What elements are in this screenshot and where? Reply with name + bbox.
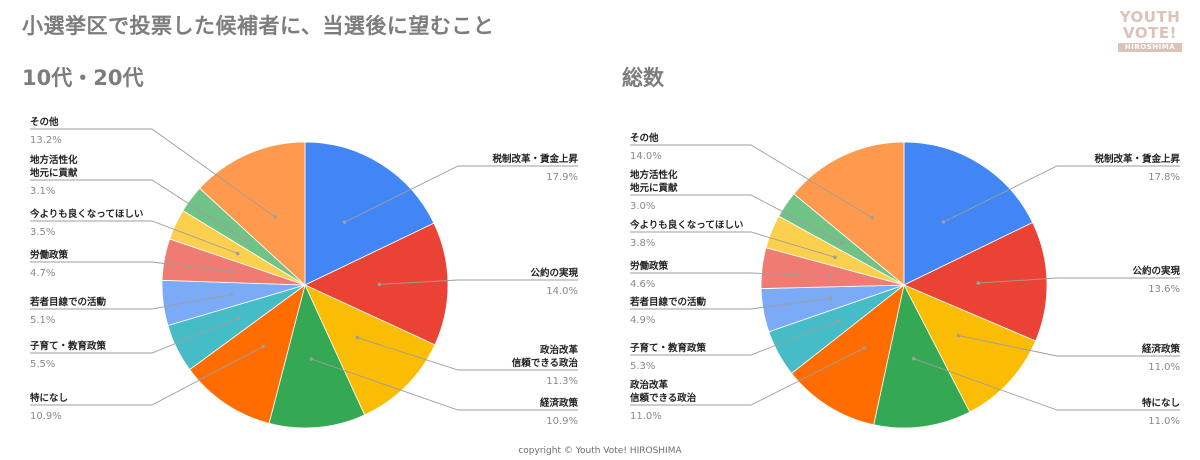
leader-line	[344, 165, 578, 223]
slice-label: 経済政策	[1142, 343, 1181, 355]
slice-label: 信頼できる政治	[512, 357, 579, 369]
slice-value: 11.0%	[1148, 362, 1180, 373]
slice-value: 10.9%	[546, 416, 578, 427]
pie-labels-1: 税制改革・賃金上昇 17.8% 公約の実現 13.6% 経済政策 11.0% 特になし 11.…	[629, 132, 1180, 427]
slice-value: 3.5%	[30, 227, 55, 238]
leader-line	[630, 144, 873, 219]
leader-line	[30, 317, 239, 354]
slice-value: 14.0%	[630, 151, 662, 162]
leader-line	[630, 194, 843, 244]
leader-line	[30, 220, 238, 254]
leader-line	[379, 279, 578, 285]
pie-slice	[903, 221, 1048, 342]
slice-label: 労働政策	[30, 249, 69, 261]
slice-label: 若者目線での活動	[629, 296, 707, 308]
slice-value: 17.9%	[546, 172, 578, 183]
pie-slice	[903, 284, 1037, 413]
leader-dot	[976, 281, 981, 285]
pie-slice	[793, 141, 905, 286]
slice-value: 3.8%	[630, 238, 655, 249]
slice-value: 5.3%	[630, 361, 655, 372]
slice-value: 5.1%	[30, 315, 55, 326]
slice-value: 11.3%	[546, 376, 578, 387]
pie-slice	[189, 284, 306, 424]
leader-line	[630, 297, 831, 310]
slice-label: 地元に貢献	[630, 182, 678, 194]
slice-value: 11.0%	[630, 411, 662, 422]
slice-label: 政治改革	[540, 344, 579, 356]
leader-line	[30, 128, 276, 218]
leader-line	[30, 293, 232, 310]
leader-dot	[828, 274, 832, 278]
slice-label: 労働政策	[630, 260, 669, 272]
slice-label: 税制改革・賃金上昇	[1094, 153, 1180, 165]
pie-slice	[304, 284, 436, 416]
slice-label: その他	[30, 116, 59, 128]
pie-slice	[790, 283, 905, 426]
slice-value: 13.6%	[1148, 284, 1180, 295]
slice-value: 11.0%	[1148, 416, 1180, 427]
youth-vote-logo: YOUTH VOTE! HIROSHIMA	[1118, 10, 1182, 52]
page-title: 小選挙区で投票した候補者に、当選後に望むこと	[22, 14, 495, 38]
chart-title-total: 総数	[622, 66, 664, 90]
slice-label: その他	[630, 132, 659, 144]
leader-line	[30, 346, 264, 406]
slice-label: 若者目線での活動	[29, 296, 107, 308]
leader-line	[630, 320, 839, 356]
slice-label: 今よりも良くなってほしい	[29, 208, 143, 220]
leader-line	[913, 358, 1180, 411]
slice-value: 4.7%	[30, 268, 55, 279]
slice-value: 4.9%	[630, 315, 655, 326]
leader-line	[630, 231, 836, 258]
slice-label: 特になし	[1142, 397, 1180, 409]
slice-label: 子育て・教育政策	[30, 340, 107, 352]
slice-label: 政治改革	[630, 379, 669, 391]
slice-label: 税制改革・賃金上昇	[492, 153, 578, 165]
slice-value: 3.0%	[630, 201, 655, 212]
slice-label: 地元に貢献	[30, 167, 78, 179]
pie-chart-0	[161, 141, 449, 429]
logo-line-2: VOTE!	[1123, 24, 1177, 42]
slice-label: 地方活性化	[30, 154, 78, 166]
slice-value: 17.8%	[1148, 172, 1180, 183]
leader-line	[978, 277, 1180, 284]
logo-line-3: HIROSHIMA	[1118, 43, 1182, 52]
pie-slice	[903, 141, 1034, 286]
slice-label: 今よりも良くなってほしい	[629, 219, 743, 231]
slice-label: 地方活性化	[630, 169, 678, 181]
leader-line	[30, 179, 246, 241]
leader-line	[630, 347, 865, 406]
leader-line	[357, 337, 578, 371]
leader-line	[630, 272, 831, 277]
slice-value: 13.2%	[30, 135, 62, 146]
slice-label: 公約の実現	[530, 267, 578, 279]
pie-slice	[304, 141, 435, 286]
leader-line	[958, 335, 1180, 357]
chart-title-youth: 10代・20代	[22, 66, 144, 90]
slice-value: 3.1%	[30, 186, 55, 197]
pie-slice	[268, 283, 366, 429]
pie-slice	[199, 141, 306, 286]
pie-chart-1	[760, 141, 1048, 429]
copyright-text: copyright © Youth Vote! HIROSHIMA	[518, 446, 682, 456]
leader-line	[943, 165, 1180, 223]
slice-label: 公約の実現	[1132, 265, 1180, 277]
slice-value: 14.0%	[546, 286, 578, 297]
pie-slice	[304, 222, 449, 346]
slice-label: 経済政策	[540, 397, 579, 409]
slice-label: 特になし	[30, 392, 68, 404]
slice-value: 10.9%	[30, 411, 62, 422]
pie-slice	[873, 283, 971, 429]
slice-label: 子育て・教育政策	[630, 342, 707, 354]
slice-value: 5.5%	[30, 359, 55, 370]
leader-line	[311, 358, 578, 411]
slice-label: 信頼できる政治	[630, 392, 697, 404]
leader-line	[30, 261, 232, 273]
slice-value: 4.6%	[630, 279, 655, 290]
logo-line-1: YOUTH	[1119, 8, 1181, 26]
